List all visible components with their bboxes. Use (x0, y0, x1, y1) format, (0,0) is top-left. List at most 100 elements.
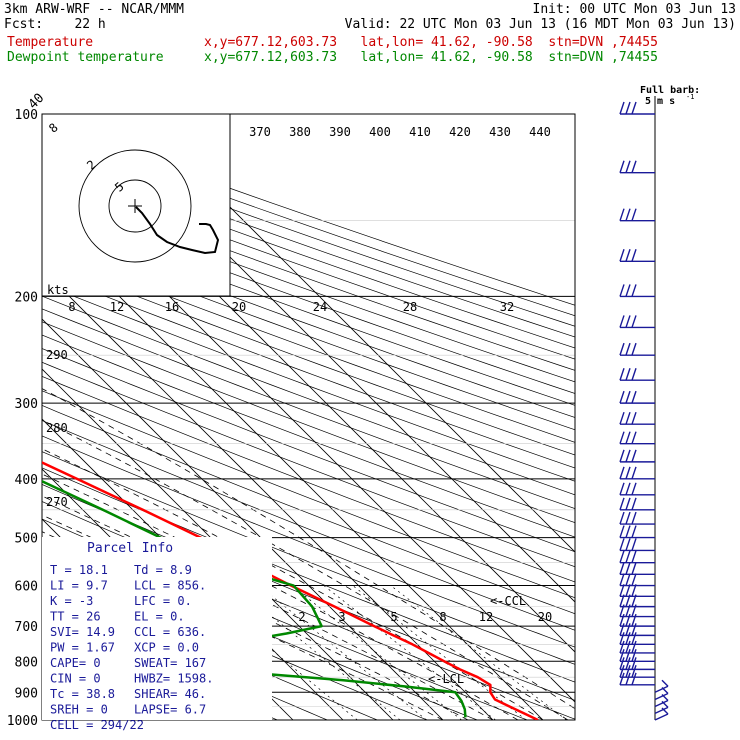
barb-flag (631, 649, 637, 662)
parcel-row-right: LFC = 0. (134, 594, 192, 608)
barb-flag (631, 449, 637, 463)
hodograph-axis-label: 12 (110, 300, 124, 314)
barb-flag (631, 160, 637, 173)
mixing-ratio-line (258, 585, 427, 720)
barb-flag (631, 657, 637, 670)
wind-barb (619, 342, 655, 356)
parcel-row-left: SREH = 0 (50, 703, 108, 717)
dewpoint-profile (42, 479, 467, 718)
barb-flag (625, 497, 631, 511)
pressure-tick-label: 1000 (7, 714, 38, 729)
barb-flag (631, 604, 637, 617)
barb-flag (631, 497, 637, 511)
wind-barb (619, 657, 655, 671)
barb-flag (631, 665, 637, 678)
parcel-row-right: LAPSE= 6.7 (134, 703, 206, 717)
barb-flag (631, 511, 637, 525)
barb-flag (631, 632, 637, 645)
barb-flag (625, 315, 631, 328)
wind-barb (619, 511, 655, 525)
hodograph-frame (41, 113, 231, 297)
hodograph-unit-label: kts (47, 283, 69, 297)
barb-flag (619, 623, 625, 636)
hodograph-axis-label: 24 (313, 300, 327, 314)
barb-flag (625, 342, 631, 356)
temperature-location: x,y=677.12,603.73 lat,lon= 41.62, -90.58… (204, 35, 658, 50)
hodograph-ring (108, 179, 162, 233)
parcel-row-left: CAPE= 0 (50, 656, 101, 670)
barb-flag (625, 604, 631, 617)
hodograph-trace (135, 206, 220, 255)
mixing-ratio-label: 2 (298, 610, 305, 624)
barb-flag (619, 284, 625, 297)
barb-flag (631, 525, 637, 538)
barb-flag (631, 101, 637, 115)
wind-barb (619, 411, 655, 425)
barb-flag (625, 525, 631, 538)
isotherm-line (42, 368, 394, 720)
isotherm-line (136, 114, 575, 553)
barb-flag (631, 573, 637, 586)
barb-flag (625, 449, 631, 463)
valid-time: Valid: 22 UTC Mon 03 Jun 13 (16 MDT Mon … (344, 17, 736, 32)
barb-flag (619, 466, 625, 480)
wind-barb (654, 694, 669, 708)
barb-flag (625, 594, 631, 607)
level-marker-label: <-LCL (428, 672, 464, 686)
theta-label: 390 (329, 125, 351, 139)
barb-flag (631, 613, 637, 627)
barb-flag (625, 482, 631, 496)
wind-barb (619, 594, 655, 608)
barb-flag (625, 623, 631, 636)
barb-flag (625, 249, 631, 262)
parcel-row-left: T = 18.1 (50, 563, 108, 577)
barb-flag (619, 482, 625, 496)
barb-flag (619, 604, 625, 617)
theta-label: 380 (289, 125, 311, 139)
barb-flag (631, 482, 637, 496)
barb-flag (619, 632, 625, 645)
moist-adiabat-line (42, 495, 494, 720)
barb-flag (619, 497, 625, 511)
barb-flag (619, 368, 625, 381)
wind-barb (619, 672, 655, 686)
level-marker-label: <-CCL (490, 594, 526, 608)
barb-flag (631, 208, 637, 221)
dewpoint-location: x,y=677.12,603.73 lat,lon= 41.62, -90.58… (204, 50, 658, 65)
wind-barb (619, 208, 655, 222)
wind-barb (619, 284, 655, 298)
barb-legend-line-2: 5 m s (645, 96, 675, 107)
barb-flag (619, 584, 625, 597)
barb-flag (625, 657, 631, 670)
barb-flag (619, 390, 625, 404)
parcel-row-left: LI = 9.7 (50, 579, 108, 593)
wind-barb (619, 160, 655, 174)
barb-flag (619, 613, 625, 627)
wind-barb (619, 623, 655, 637)
model-title: 3km ARW-WRF -- NCAR/MMM (4, 2, 185, 17)
barb-flag (625, 284, 631, 297)
barb-flag (625, 538, 631, 551)
pressure-tick-label: 200 (15, 290, 38, 305)
barb-flag (631, 584, 637, 597)
barb-flag (631, 672, 637, 686)
barb-flag (631, 550, 637, 563)
barb-flag (625, 368, 631, 381)
wind-barb (619, 613, 655, 627)
wind-barb (619, 390, 655, 404)
barb-flag (625, 573, 631, 586)
pressure-tick-label: 500 (15, 532, 38, 547)
wind-barb (654, 679, 669, 693)
wind-barb (619, 525, 655, 539)
barb-flag (631, 284, 637, 297)
theta-axis-label: 290 (46, 348, 68, 362)
pressure-tick-label: 900 (15, 686, 38, 701)
parcel-box-background (42, 537, 272, 720)
barb-flag (631, 562, 637, 575)
hodograph-axis-label: 20 (232, 300, 246, 314)
barb-flag (619, 594, 625, 607)
pressure-tick-label: 300 (15, 397, 38, 412)
barb-flag (625, 665, 631, 678)
barb-flag (661, 707, 669, 715)
